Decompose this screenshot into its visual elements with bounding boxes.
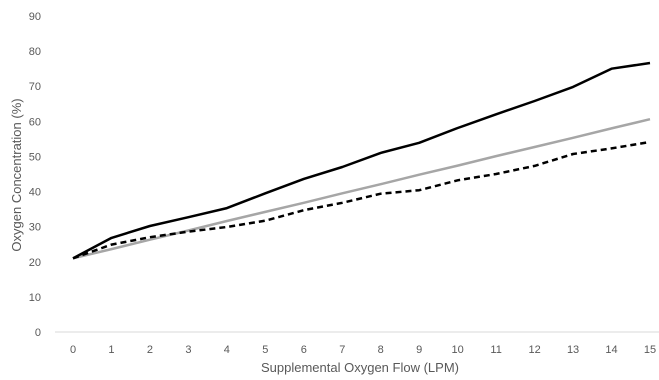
- y-tick-label: 60: [29, 116, 41, 128]
- y-tick-label: 50: [29, 151, 41, 163]
- y-tick-label: 40: [29, 187, 41, 199]
- y-tick-label: 70: [29, 81, 41, 93]
- x-tick-label: 8: [378, 344, 384, 356]
- x-tick-label: 2: [147, 344, 153, 356]
- series-group: [72, 61, 651, 260]
- x-tick-label: 5: [262, 344, 268, 356]
- x-tick-label: 0: [70, 344, 76, 356]
- x-tick-label: 4: [224, 344, 230, 356]
- y-tick-label: 30: [29, 222, 41, 234]
- y-tick-label: 20: [29, 257, 41, 269]
- x-axis: 0 1 2 3 4 5 6 7 8 9 10 11 12 13 14 15: [70, 344, 656, 356]
- x-tick-label: 1: [108, 344, 114, 356]
- x-tick-label: 14: [605, 344, 617, 356]
- series-line-1-black: [72, 61, 651, 260]
- x-tick-label: 9: [416, 344, 422, 356]
- x-tick-label: 13: [567, 344, 579, 356]
- x-axis-title: Supplemental Oxygen Flow (LPM): [261, 360, 459, 375]
- x-tick-label: 15: [644, 344, 656, 356]
- y-axis: 0 10 20 30 40 50 60 70 80 90: [29, 11, 41, 339]
- x-tick-label: 3: [185, 344, 191, 356]
- y-axis-title: Oxygen Concentration (%): [9, 98, 24, 251]
- series-line-3-dashed: [72, 140, 651, 260]
- y-tick-label: 90: [29, 11, 41, 23]
- x-tick-label: 11: [490, 344, 501, 356]
- y-tick-label: 80: [29, 46, 41, 58]
- x-tick-label: 10: [452, 344, 464, 356]
- y-tick-label: 10: [29, 292, 41, 304]
- x-tick-label: 12: [528, 344, 540, 356]
- x-tick-label: 7: [339, 344, 345, 356]
- y-tick-label: 0: [35, 327, 41, 339]
- series-line-2-gray: [72, 117, 651, 260]
- x-tick-label: 6: [301, 344, 307, 356]
